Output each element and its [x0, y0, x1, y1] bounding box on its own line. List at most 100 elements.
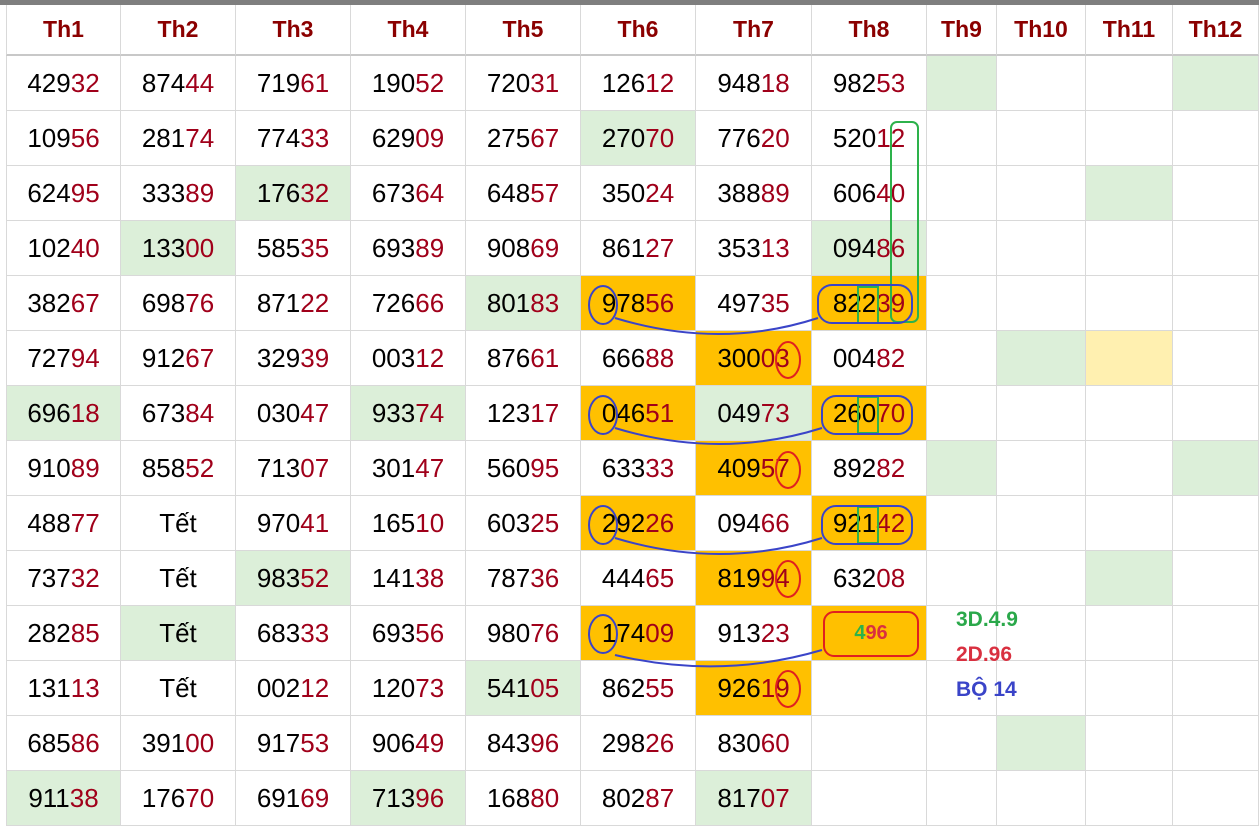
- cell-r6-th1[interactable]: 727 94: [6, 331, 121, 386]
- cell-r11-th5[interactable]: 980 76: [466, 606, 581, 661]
- cell-r11-th12[interactable]: [1173, 606, 1259, 661]
- cell-r2-th9[interactable]: [927, 111, 997, 166]
- cell-r5-th2[interactable]: 698 76: [121, 276, 236, 331]
- cell-r6-th3[interactable]: 329 39: [236, 331, 351, 386]
- cell-r8-th1[interactable]: 910 89: [6, 441, 121, 496]
- cell-r12-th2[interactable]: Tết: [121, 661, 236, 716]
- cell-r10-th7[interactable]: 819 94: [696, 551, 812, 606]
- cell-r7-th5[interactable]: 123 17: [466, 386, 581, 441]
- cell-r2-th2[interactable]: 281 74: [121, 111, 236, 166]
- cell-r12-th5[interactable]: 541 05: [466, 661, 581, 716]
- column-header-th5[interactable]: Th5: [466, 5, 581, 56]
- cell-r13-th6[interactable]: 298 26: [581, 716, 696, 771]
- cell-r13-th8[interactable]: [812, 716, 927, 771]
- cell-r7-th1[interactable]: 696 18: [6, 386, 121, 441]
- cell-r1-th4[interactable]: 190 52: [351, 56, 466, 111]
- cell-r11-th10[interactable]: [997, 606, 1086, 661]
- cell-r1-th8[interactable]: 982 53: [812, 56, 927, 111]
- column-header-th9[interactable]: Th9: [927, 5, 997, 56]
- cell-r11-th1[interactable]: 282 85: [6, 606, 121, 661]
- column-header-th10[interactable]: Th10: [997, 5, 1086, 56]
- cell-r14-th11[interactable]: [1086, 771, 1173, 826]
- cell-r1-th5[interactable]: 720 31: [466, 56, 581, 111]
- cell-r10-th1[interactable]: 737 32: [6, 551, 121, 606]
- cell-r14-th10[interactable]: [997, 771, 1086, 826]
- cell-r3-th5[interactable]: 648 57: [466, 166, 581, 221]
- cell-r12-th10[interactable]: [997, 661, 1086, 716]
- cell-r7-th3[interactable]: 030 47: [236, 386, 351, 441]
- column-header-th2[interactable]: Th2: [121, 5, 236, 56]
- cell-r7-th6[interactable]: 046 51: [581, 386, 696, 441]
- cell-r5-th1[interactable]: 382 67: [6, 276, 121, 331]
- cell-r2-th1[interactable]: 109 56: [6, 111, 121, 166]
- cell-r3-th4[interactable]: 673 64: [351, 166, 466, 221]
- cell-r14-th9[interactable]: [927, 771, 997, 826]
- cell-r14-th2[interactable]: 176 70: [121, 771, 236, 826]
- cell-r12-th11[interactable]: [1086, 661, 1173, 716]
- cell-r6-th7[interactable]: 300 03: [696, 331, 812, 386]
- cell-r13-th4[interactable]: 906 49: [351, 716, 466, 771]
- cell-r2-th6[interactable]: 270 70: [581, 111, 696, 166]
- cell-r5-th7[interactable]: 497 35: [696, 276, 812, 331]
- column-header-th12[interactable]: Th12: [1173, 5, 1259, 56]
- cell-r3-th6[interactable]: 350 24: [581, 166, 696, 221]
- cell-r9-th3[interactable]: 970 41: [236, 496, 351, 551]
- cell-r8-th7[interactable]: 409 57: [696, 441, 812, 496]
- cell-r2-th10[interactable]: [997, 111, 1086, 166]
- cell-r13-th12[interactable]: [1173, 716, 1259, 771]
- cell-r8-th3[interactable]: 713 07: [236, 441, 351, 496]
- cell-r12-th6[interactable]: 862 55: [581, 661, 696, 716]
- cell-r5-th10[interactable]: [997, 276, 1086, 331]
- cell-r4-th12[interactable]: [1173, 221, 1259, 276]
- cell-r8-th8[interactable]: 892 82: [812, 441, 927, 496]
- cell-r4-th1[interactable]: 102 40: [6, 221, 121, 276]
- column-header-th7[interactable]: Th7: [696, 5, 812, 56]
- cell-r6-th4[interactable]: 003 12: [351, 331, 466, 386]
- cell-r8-th2[interactable]: 858 52: [121, 441, 236, 496]
- cell-r11-th7[interactable]: 913 23: [696, 606, 812, 661]
- cell-r8-th11[interactable]: [1086, 441, 1173, 496]
- cell-r4-th7[interactable]: 353 13: [696, 221, 812, 276]
- cell-r7-th8[interactable]: 260 70: [812, 386, 927, 441]
- cell-r8-th5[interactable]: 560 95: [466, 441, 581, 496]
- cell-r7-th4[interactable]: 933 74: [351, 386, 466, 441]
- column-header-th11[interactable]: Th11: [1086, 5, 1173, 56]
- cell-r10-th3[interactable]: 983 52: [236, 551, 351, 606]
- cell-r4-th2[interactable]: 133 00: [121, 221, 236, 276]
- cell-r1-th11[interactable]: [1086, 56, 1173, 111]
- cell-r9-th12[interactable]: [1173, 496, 1259, 551]
- cell-r4-th9[interactable]: [927, 221, 997, 276]
- cell-r14-th8[interactable]: [812, 771, 927, 826]
- cell-r9-th5[interactable]: 603 25: [466, 496, 581, 551]
- cell-r6-th12[interactable]: [1173, 331, 1259, 386]
- cell-r5-th8[interactable]: 822 39: [812, 276, 927, 331]
- cell-r5-th5[interactable]: 801 83: [466, 276, 581, 331]
- cell-r11-th4[interactable]: 693 56: [351, 606, 466, 661]
- cell-r13-th9[interactable]: [927, 716, 997, 771]
- cell-r10-th4[interactable]: 141 38: [351, 551, 466, 606]
- cell-r11-th9[interactable]: [927, 606, 997, 661]
- cell-r6-th11[interactable]: [1086, 331, 1173, 386]
- cell-r1-th10[interactable]: [997, 56, 1086, 111]
- cell-r5-th4[interactable]: 726 66: [351, 276, 466, 331]
- cell-r12-th9[interactable]: [927, 661, 997, 716]
- cell-r7-th7[interactable]: 049 73: [696, 386, 812, 441]
- cell-r5-th12[interactable]: [1173, 276, 1259, 331]
- cell-r9-th10[interactable]: [997, 496, 1086, 551]
- cell-r1-th3[interactable]: 719 61: [236, 56, 351, 111]
- cell-r9-th2[interactable]: Tết: [121, 496, 236, 551]
- cell-r14-th12[interactable]: [1173, 771, 1259, 826]
- cell-r4-th4[interactable]: 693 89: [351, 221, 466, 276]
- cell-r14-th5[interactable]: 168 80: [466, 771, 581, 826]
- cell-r12-th7[interactable]: 926 19: [696, 661, 812, 716]
- cell-r4-th5[interactable]: 908 69: [466, 221, 581, 276]
- cell-r1-th7[interactable]: 948 18: [696, 56, 812, 111]
- cell-r3-th9[interactable]: [927, 166, 997, 221]
- cell-r10-th6[interactable]: 444 65: [581, 551, 696, 606]
- cell-r12-th1[interactable]: 131 13: [6, 661, 121, 716]
- cell-r9-th11[interactable]: [1086, 496, 1173, 551]
- cell-r8-th6[interactable]: 633 33: [581, 441, 696, 496]
- cell-r6-th5[interactable]: 876 61: [466, 331, 581, 386]
- column-header-th8[interactable]: Th8: [812, 5, 927, 56]
- cell-r14-th1[interactable]: 911 38: [6, 771, 121, 826]
